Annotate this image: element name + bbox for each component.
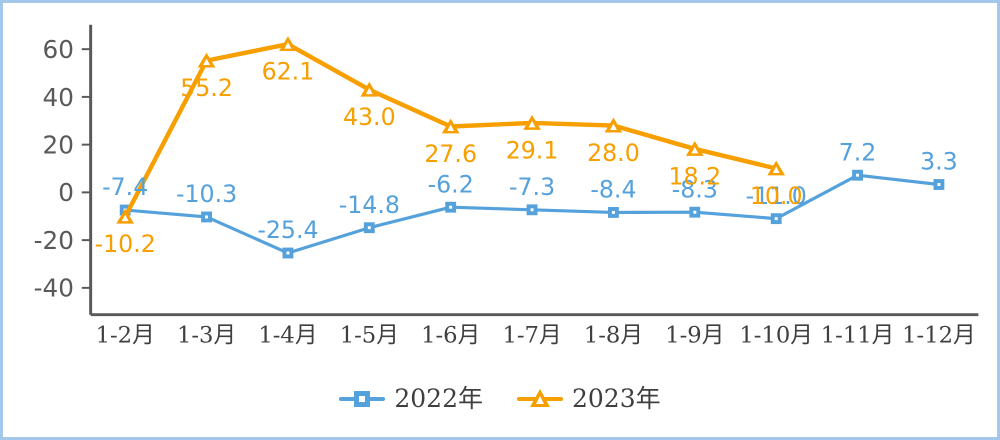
data-label: 28.0	[587, 139, 640, 167]
series-2023年-line	[116, 36, 786, 224]
series-2022年-data-labels: -7.4 -10.3 -25.4 -14.8 -6.2 -7.3 -8.4 -8.3 -11.0…	[102, 138, 958, 244]
x-category-label: 1-9月	[665, 322, 724, 348]
x-category-label: 1-8月	[584, 322, 643, 348]
marker-center-dot	[774, 217, 778, 221]
x-category-label: 1-2月	[96, 322, 155, 348]
x-category-label: 1-11月	[821, 322, 895, 348]
marker-center-dot	[530, 208, 534, 212]
marker-center-dot	[772, 166, 780, 173]
data-label: -14.8	[339, 191, 400, 219]
legend-item-2022[interactable]: 2022年	[339, 386, 483, 411]
y-tick-label: 40	[43, 83, 74, 112]
data-label: 10.0	[750, 182, 803, 210]
y-tick-label: 60	[43, 35, 74, 64]
data-label: -8.3	[672, 175, 718, 203]
marker-center-dot	[367, 226, 371, 230]
series-2023年-data-labels: -10.2 55.2 62.1 43.0 27.6 29.1 28.0 18.2 10.0	[95, 58, 803, 259]
x-category-label: 1-5月	[340, 322, 399, 348]
legend-triangle-marker-icon	[517, 388, 563, 407]
marker-center-dot	[609, 123, 617, 130]
data-label: -11.0	[746, 182, 807, 210]
data-label: 43.0	[343, 103, 396, 131]
y-tick-label: -40	[34, 274, 74, 303]
marker-center-dot	[449, 205, 453, 209]
data-label: 7.2	[839, 138, 877, 166]
marker-center-dot	[121, 214, 129, 222]
data-label: -8.4	[590, 176, 636, 204]
legend-square-marker-icon	[339, 390, 386, 407]
y-tick-label: 0	[58, 178, 74, 207]
data-label: 18.2	[668, 162, 721, 190]
x-category-label: 1-7月	[502, 322, 561, 348]
data-label: 27.6	[424, 140, 477, 168]
data-label: -7.3	[509, 173, 555, 201]
data-label: -25.4	[257, 216, 318, 244]
marker-center-dot	[284, 42, 292, 49]
legend-label-2023: 2023年	[572, 384, 661, 413]
y-tick-label: 20	[43, 131, 74, 160]
y-axis-ticks: 60 40 20 0 -20 -40	[34, 35, 91, 303]
marker-center-dot	[611, 210, 615, 214]
data-label: 3.3	[920, 148, 958, 176]
x-category-label: 1-6月	[421, 322, 480, 348]
data-label: 55.2	[180, 74, 233, 102]
data-label: 62.1	[262, 58, 315, 86]
series-2022年-line	[119, 169, 945, 259]
marker-center-dot	[693, 210, 697, 214]
x-category-label: 1-3月	[177, 322, 236, 348]
line-chart: 60 40 20 0 -20 -40 1-2月 1-3月 1-4月 1-5月 1-6月 1-7月 1-8…	[34, 24, 979, 348]
marker-center-dot	[691, 146, 699, 154]
x-category-label: 1-4月	[258, 322, 317, 348]
x-axis-labels: 1-2月 1-3月 1-4月 1-5月 1-6月 1-7月 1-8月 1-9月 1-10月 1-1…	[96, 322, 976, 348]
marker-center-dot	[447, 124, 455, 131]
y-tick-label: -20	[34, 226, 74, 255]
x-category-label: 1-10月	[739, 322, 813, 348]
marker-center-dot	[365, 87, 373, 95]
data-label: -10.2	[95, 230, 156, 258]
marker-center-dot	[856, 173, 860, 177]
marker-center-dot	[205, 215, 209, 219]
marker-center-dot	[203, 58, 211, 66]
legend-item-2023[interactable]: 2023年	[517, 386, 661, 411]
marker-center-dot	[937, 183, 941, 186]
data-label: -6.2	[428, 170, 474, 198]
axes	[89, 24, 979, 317]
legend: 2022年 2023年	[3, 386, 997, 411]
x-category-label: 1-12月	[902, 322, 976, 348]
data-label: -7.4	[102, 173, 148, 201]
marker-center-dot	[286, 251, 290, 255]
marker-center-dot	[528, 120, 536, 128]
data-label: 29.1	[506, 136, 559, 164]
legend-label-2022: 2022年	[394, 384, 483, 413]
data-label: -10.3	[176, 180, 237, 208]
